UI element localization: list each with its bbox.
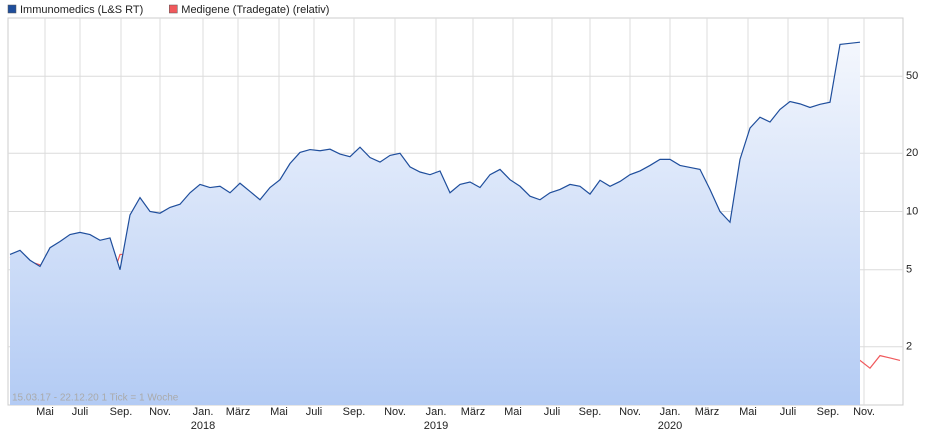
x-tick-label: Mai [270, 406, 288, 418]
date-range-note: 15.03.17 - 22.12.20 1 Tick = 1 Woche [12, 393, 179, 404]
x-tick-label: Nov. [384, 406, 406, 418]
x-tick-label: Juli [72, 406, 89, 418]
series-line [9, 41, 861, 270]
legend-swatch [169, 4, 178, 14]
y-tick-label: 5 [906, 264, 912, 276]
y-tick-label: 20 [906, 147, 918, 159]
x-tick-label: Nov. [619, 406, 641, 418]
x-tick-label: Jan. [660, 406, 681, 418]
x-tick-label: Jan. [426, 406, 447, 418]
x-tick-label: März [226, 406, 250, 418]
x-tick-label: Mai [36, 406, 54, 418]
x-tick-label: Sep. [817, 406, 840, 418]
legend-swatch [7, 4, 17, 14]
x-tick-label: Nov. [149, 406, 171, 418]
x-tick-label: Jan. [193, 406, 214, 418]
axis-labels: 2 5 10 20 50 Mai Juli Sep. Nov. Jan. 2018 März Mai Ju… [36, 70, 918, 432]
legend-label: Medigene (Tradegate) (relativ) [181, 4, 329, 16]
marks [9, 41, 901, 405]
x-tick-label: Sep. [579, 406, 602, 418]
x-tick-year: 2020 [658, 420, 682, 432]
x-tick-year: 2018 [191, 420, 215, 432]
x-tick-label: Nov. [853, 406, 875, 418]
x-tick-label: Mai [739, 406, 757, 418]
y-tick-label: 50 [906, 70, 918, 82]
legend-label: Immunomedics (L&S RT) [20, 4, 143, 16]
legend: Immunomedics (L&S RT) Medigene (Tradegate… [7, 4, 329, 16]
x-tick-year: 2019 [424, 420, 448, 432]
x-tick-label: Mai [504, 406, 522, 418]
x-tick-label: Sep. [343, 406, 366, 418]
y-tick-label: 10 [906, 205, 918, 217]
x-tick-label: März [461, 406, 485, 418]
series-area [10, 42, 860, 405]
x-tick-label: März [695, 406, 719, 418]
x-tick-label: Juli [306, 406, 323, 418]
x-tick-label: Juli [780, 406, 797, 418]
x-tick-label: Juli [544, 406, 561, 418]
y-tick-label: 2 [906, 341, 912, 353]
x-tick-label: Sep. [110, 406, 133, 418]
